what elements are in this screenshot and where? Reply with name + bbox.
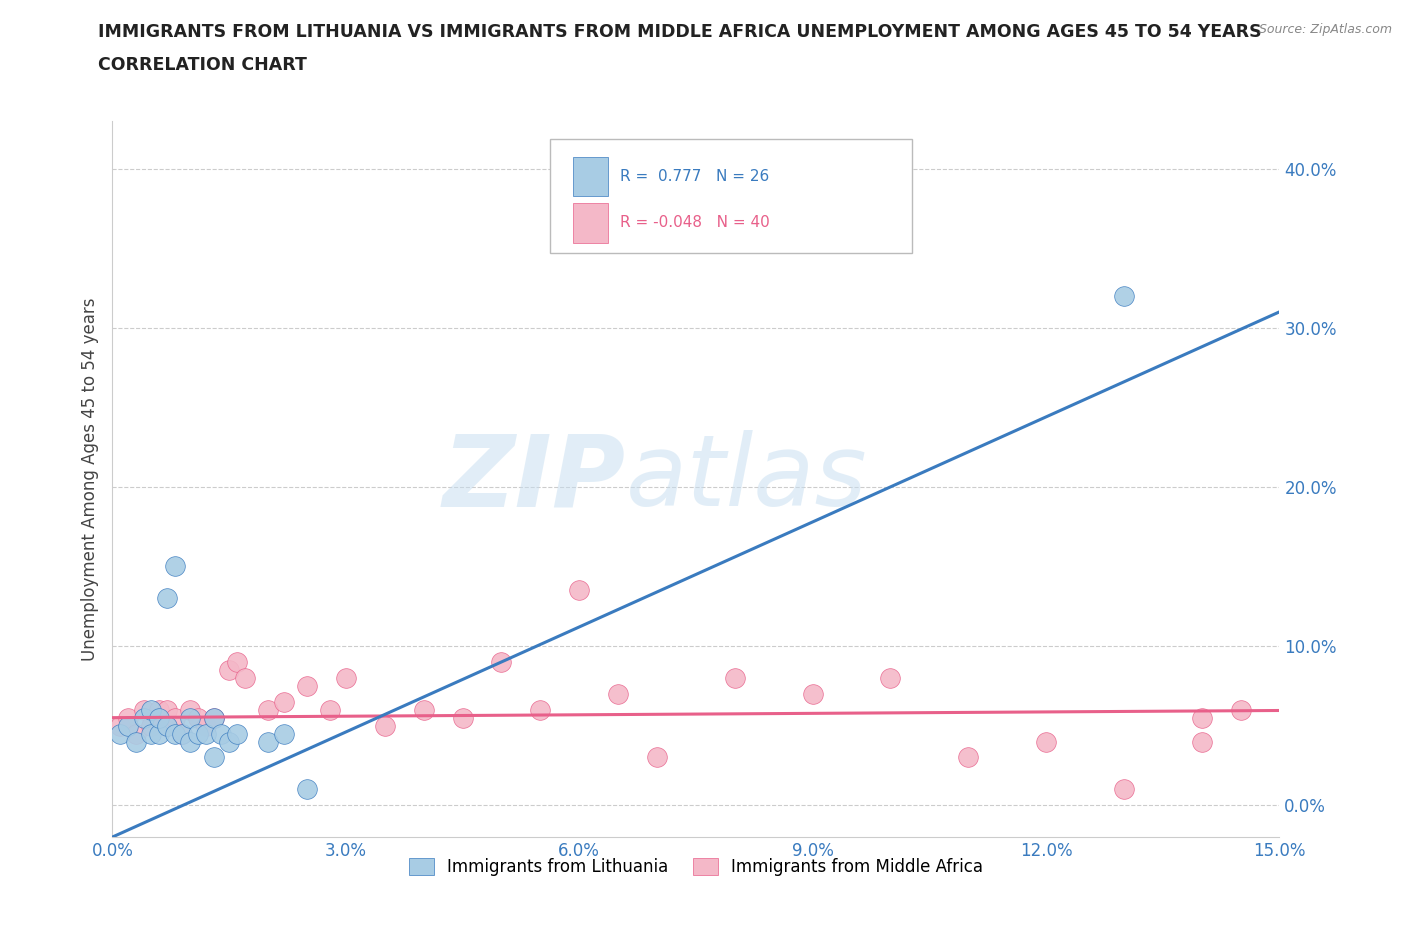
Point [125,726,148,741]
Point [125,734,148,749]
Point [179,711,201,725]
Point [257,734,280,749]
Point [1191,711,1213,725]
Point [451,711,474,725]
Point [209,726,232,741]
Legend: Immigrants from Lithuania, Immigrants from Middle Africa: Immigrants from Lithuania, Immigrants fr… [402,851,990,883]
Point [110,726,132,741]
Point [163,726,186,741]
Text: CORRELATION CHART: CORRELATION CHART [98,56,308,73]
Point [179,702,201,717]
Point [132,702,155,717]
Point [156,718,179,733]
Point [226,655,249,670]
Point [156,718,179,733]
FancyBboxPatch shape [550,139,912,253]
Point [194,718,217,733]
Point [1229,702,1251,717]
Point [491,655,513,670]
Point [163,711,186,725]
Point [156,702,179,717]
Point [257,702,280,717]
Point [172,726,194,741]
Point [1112,782,1135,797]
Text: atlas: atlas [626,431,868,527]
Text: ZIP: ZIP [443,431,626,527]
Point [202,711,225,725]
Point [1035,734,1057,749]
Point [132,711,155,725]
Point [202,750,225,764]
Point [141,718,163,733]
Point [412,702,434,717]
Point [295,782,318,797]
Point [295,678,318,693]
Point [218,662,240,677]
Point [335,671,357,685]
Point [319,702,342,717]
Point [1191,734,1213,749]
Point [218,734,240,749]
Point [1112,288,1135,303]
Point [273,695,295,710]
Point [529,702,551,717]
Point [187,726,209,741]
Point [194,726,217,741]
Text: R =  0.777   N = 26: R = 0.777 N = 26 [620,168,769,183]
Point [117,718,139,733]
Point [226,726,249,741]
Point [117,711,139,725]
Point [141,702,163,717]
Point [148,702,170,717]
Point [187,711,209,725]
Point [141,726,163,741]
Point [957,750,980,764]
Point [179,734,201,749]
Point [568,583,591,598]
Point [202,711,225,725]
Point [801,686,824,701]
Point [273,726,295,741]
Point [374,718,396,733]
Point [148,726,170,741]
Point [148,711,170,725]
Point [879,671,901,685]
Point [724,671,747,685]
Point [607,686,630,701]
Y-axis label: Unemployment Among Ages 45 to 54 years: Unemployment Among Ages 45 to 54 years [80,298,98,660]
Point [172,726,194,741]
FancyBboxPatch shape [574,157,609,196]
Point [233,671,256,685]
Point [156,591,179,605]
Text: R = -0.048   N = 40: R = -0.048 N = 40 [620,215,770,230]
Text: Source: ZipAtlas.com: Source: ZipAtlas.com [1258,23,1392,36]
Text: IMMIGRANTS FROM LITHUANIA VS IMMIGRANTS FROM MIDDLE AFRICA UNEMPLOYMENT AMONG AG: IMMIGRANTS FROM LITHUANIA VS IMMIGRANTS … [98,23,1263,41]
FancyBboxPatch shape [574,204,609,243]
Point [110,718,132,733]
Point [148,711,170,725]
Point [645,750,668,764]
Point [163,559,186,574]
